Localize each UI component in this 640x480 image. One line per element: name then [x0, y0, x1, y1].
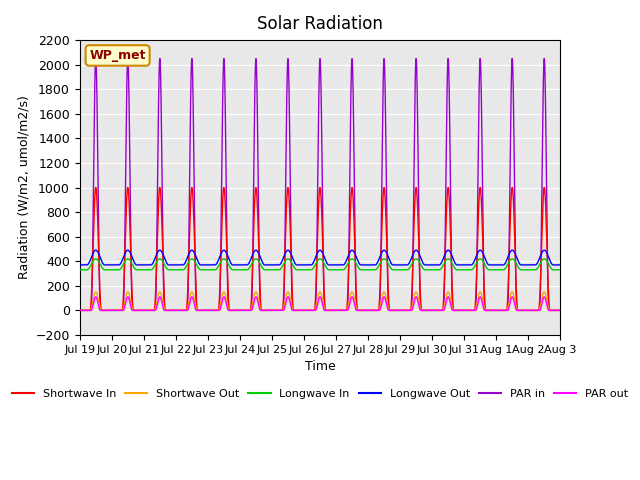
- Text: WP_met: WP_met: [90, 49, 146, 62]
- Legend: Shortwave In, Shortwave Out, Longwave In, Longwave Out, PAR in, PAR out: Shortwave In, Shortwave Out, Longwave In…: [7, 384, 633, 403]
- X-axis label: Time: Time: [305, 360, 335, 373]
- Title: Solar Radiation: Solar Radiation: [257, 15, 383, 33]
- Y-axis label: Radiation (W/m2, umol/m2/s): Radiation (W/m2, umol/m2/s): [17, 96, 30, 279]
